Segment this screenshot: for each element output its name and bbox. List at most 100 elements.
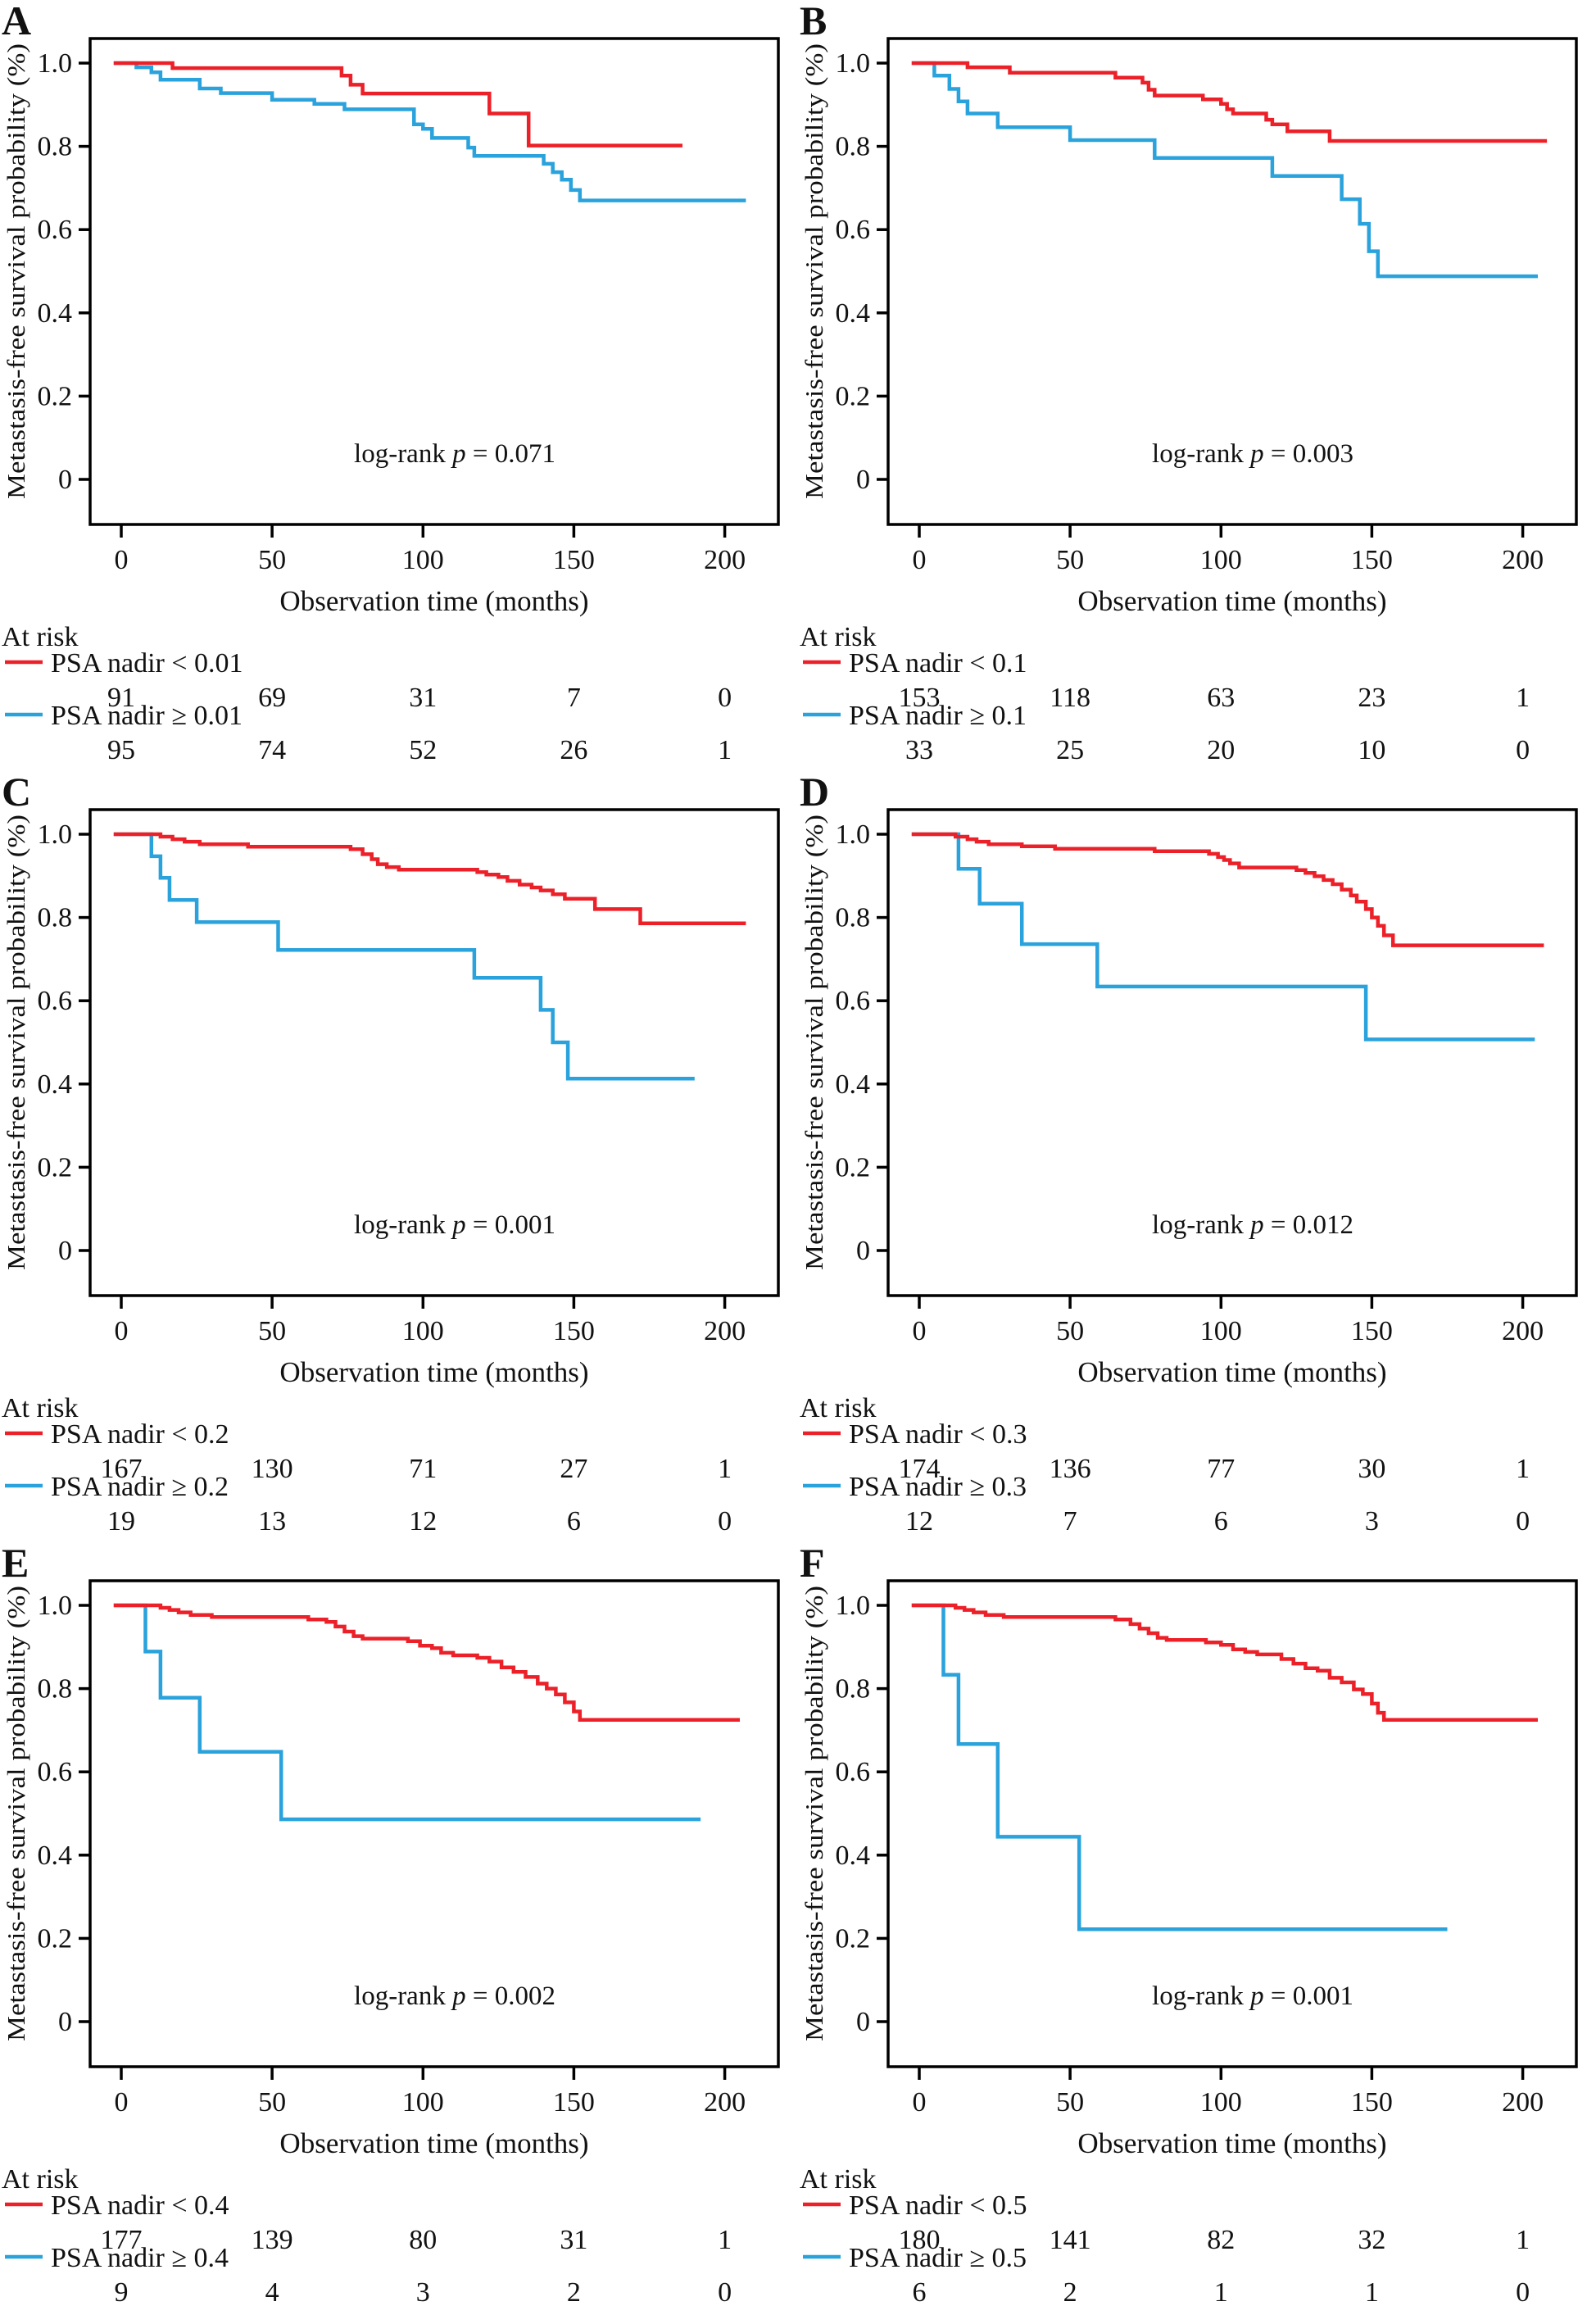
legend-label-blue: PSA nadir ≥ 0.2 xyxy=(51,1472,229,1502)
red-survival-curve xyxy=(113,832,746,925)
x-tick-label: 200 xyxy=(704,1316,746,1346)
log-rank-prefix: log-rank xyxy=(354,1210,452,1240)
x-tick-label: 100 xyxy=(402,545,444,575)
plot-border xyxy=(886,37,1578,526)
at-risk-title: At risk xyxy=(2,1393,79,1423)
log-rank-p-symbol: p xyxy=(1249,439,1264,469)
at-risk-count: 1 xyxy=(1516,1454,1530,1484)
at-risk-count: 1 xyxy=(1516,683,1530,713)
legend-label-red: PSA nadir < 0.2 xyxy=(51,1419,229,1450)
x-tick-label: 0 xyxy=(913,545,927,575)
log-rank-prefix: log-rank xyxy=(1152,1210,1250,1240)
at-risk-count: 167 xyxy=(101,1454,143,1484)
x-tick-label: 100 xyxy=(1200,1316,1242,1346)
panel-f: F 0 50 100 150 200 1.0 0.8 0.6 0.4 0.2 0 Metastasis-… xyxy=(798,1540,1596,2313)
at-risk-count: 139 xyxy=(252,2225,293,2255)
at-risk-count: 130 xyxy=(252,1454,293,1484)
blue-survival-curve xyxy=(911,832,1535,1042)
x-tick-label: 150 xyxy=(553,1316,595,1346)
at-risk-count: 31 xyxy=(560,2225,587,2255)
y-tick-label: 0.2 xyxy=(836,1923,871,1954)
panel-letter: A xyxy=(2,0,31,43)
y-tick-label: 0.6 xyxy=(38,986,73,1016)
km-chart-d: D 0 50 100 150 200 1.0 0.8 0.6 0.4 0.2 0 Metastasis-… xyxy=(800,769,1578,1537)
legend-label-red: PSA nadir < 0.01 xyxy=(51,648,243,679)
plot-border xyxy=(88,37,780,526)
y-tick-label: 0 xyxy=(856,1236,870,1266)
y-tick-label: 0 xyxy=(58,1236,72,1266)
red-survival-curve xyxy=(113,1603,740,1722)
at-risk-count: 3 xyxy=(1365,1506,1379,1537)
at-risk-count: 80 xyxy=(409,2225,437,2255)
y-axis-title: Metastasis-free survival probability (%) xyxy=(800,43,828,499)
y-tick-label: 0.6 xyxy=(836,215,871,245)
at-risk-count: 12 xyxy=(905,1506,933,1537)
log-rank-value: = 0.002 xyxy=(466,1981,555,2011)
y-tick-label: 0.6 xyxy=(836,986,871,1016)
km-chart-a: A 0 50 100 150 200 1.0 0.8 0.6 0.4 0.2 0 Metastasis-… xyxy=(2,0,780,765)
x-axis-title: Observation time (months) xyxy=(279,585,588,617)
legend-label-red: PSA nadir < 0.1 xyxy=(849,648,1027,679)
x-axis-title: Observation time (months) xyxy=(1077,2127,1386,2159)
at-risk-count: 10 xyxy=(1358,735,1385,765)
log-rank-p-symbol: p xyxy=(451,439,466,469)
blue-survival-curve xyxy=(911,1603,1448,1931)
y-tick-label: 0.4 xyxy=(38,1069,73,1100)
blue-survival-curve xyxy=(113,61,746,202)
y-tick-label: 0.2 xyxy=(836,381,871,411)
at-risk-count: 136 xyxy=(1050,1454,1091,1484)
x-tick-label: 150 xyxy=(553,2087,595,2118)
at-risk-count: 30 xyxy=(1358,1454,1385,1484)
at-risk-count: 77 xyxy=(1207,1454,1235,1484)
log-rank-prefix: log-rank xyxy=(1152,1981,1250,2011)
log-rank-p-symbol: p xyxy=(1249,1210,1264,1240)
at-risk-count: 69 xyxy=(258,683,286,713)
at-risk-count: 31 xyxy=(409,683,437,713)
y-tick-label: 0.4 xyxy=(836,298,871,329)
x-tick-label: 200 xyxy=(704,2087,746,2118)
y-tick-label: 1.0 xyxy=(836,1591,871,1621)
y-tick-label: 1.0 xyxy=(38,819,73,850)
log-rank-p-symbol: p xyxy=(451,1981,466,2011)
panel-c: C 0 50 100 150 200 1.0 0.8 0.6 0.4 0.2 0 Metastasis-… xyxy=(0,769,798,1542)
log-rank-value: = 0.001 xyxy=(1264,1981,1353,2011)
y-tick-label: 0.8 xyxy=(38,1674,73,1704)
at-risk-count: 141 xyxy=(1050,2225,1091,2255)
x-tick-label: 50 xyxy=(258,2087,286,2118)
log-rank-value: = 0.071 xyxy=(466,439,555,469)
x-axis-title: Observation time (months) xyxy=(1077,1356,1386,1388)
panel-a: A 0 50 100 150 200 1.0 0.8 0.6 0.4 0.2 0 Metastasis-… xyxy=(0,0,798,771)
log-rank-value: = 0.001 xyxy=(466,1210,555,1240)
at-risk-count: 23 xyxy=(1358,683,1385,713)
panel-letter: F xyxy=(800,1542,825,1586)
at-risk-count: 20 xyxy=(1207,735,1235,765)
km-chart-e: E 0 50 100 150 200 1.0 0.8 0.6 0.4 0.2 0 Metastasis-… xyxy=(2,1540,780,2308)
y-tick-label: 0.2 xyxy=(38,1923,73,1954)
at-risk-count: 153 xyxy=(899,683,941,713)
y-axis-title: Metastasis-free survival probability (%) xyxy=(2,43,30,499)
at-risk-count: 27 xyxy=(560,1454,587,1484)
x-tick-label: 200 xyxy=(1502,1316,1544,1346)
x-tick-label: 100 xyxy=(1200,545,1242,575)
y-tick-label: 0.6 xyxy=(836,1757,871,1787)
at-risk-count: 71 xyxy=(409,1454,437,1484)
at-risk-title: At risk xyxy=(2,2164,79,2195)
y-axis-title: Metastasis-free survival probability (%) xyxy=(2,1586,30,2041)
y-tick-label: 0.8 xyxy=(38,132,73,162)
y-tick-label: 0.4 xyxy=(836,1069,871,1100)
at-risk-count: 12 xyxy=(409,1506,437,1537)
x-tick-label: 50 xyxy=(258,1316,286,1346)
y-tick-label: 1.0 xyxy=(836,48,871,79)
y-tick-label: 0 xyxy=(58,2007,72,2037)
legend-label-blue: PSA nadir ≥ 0.4 xyxy=(51,2243,229,2273)
panel-d: D 0 50 100 150 200 1.0 0.8 0.6 0.4 0.2 0 Metastasis-… xyxy=(798,769,1596,1542)
x-tick-label: 200 xyxy=(704,545,746,575)
legend-label-red: PSA nadir < 0.5 xyxy=(849,2190,1027,2221)
at-risk-count: 26 xyxy=(560,735,587,765)
red-survival-curve xyxy=(911,832,1544,947)
at-risk-count: 7 xyxy=(1063,1506,1077,1537)
legend-label-red: PSA nadir < 0.4 xyxy=(51,2190,229,2221)
x-tick-label: 50 xyxy=(1056,545,1084,575)
log-rank-p-label: log-rank p = 0.071 xyxy=(354,439,555,469)
